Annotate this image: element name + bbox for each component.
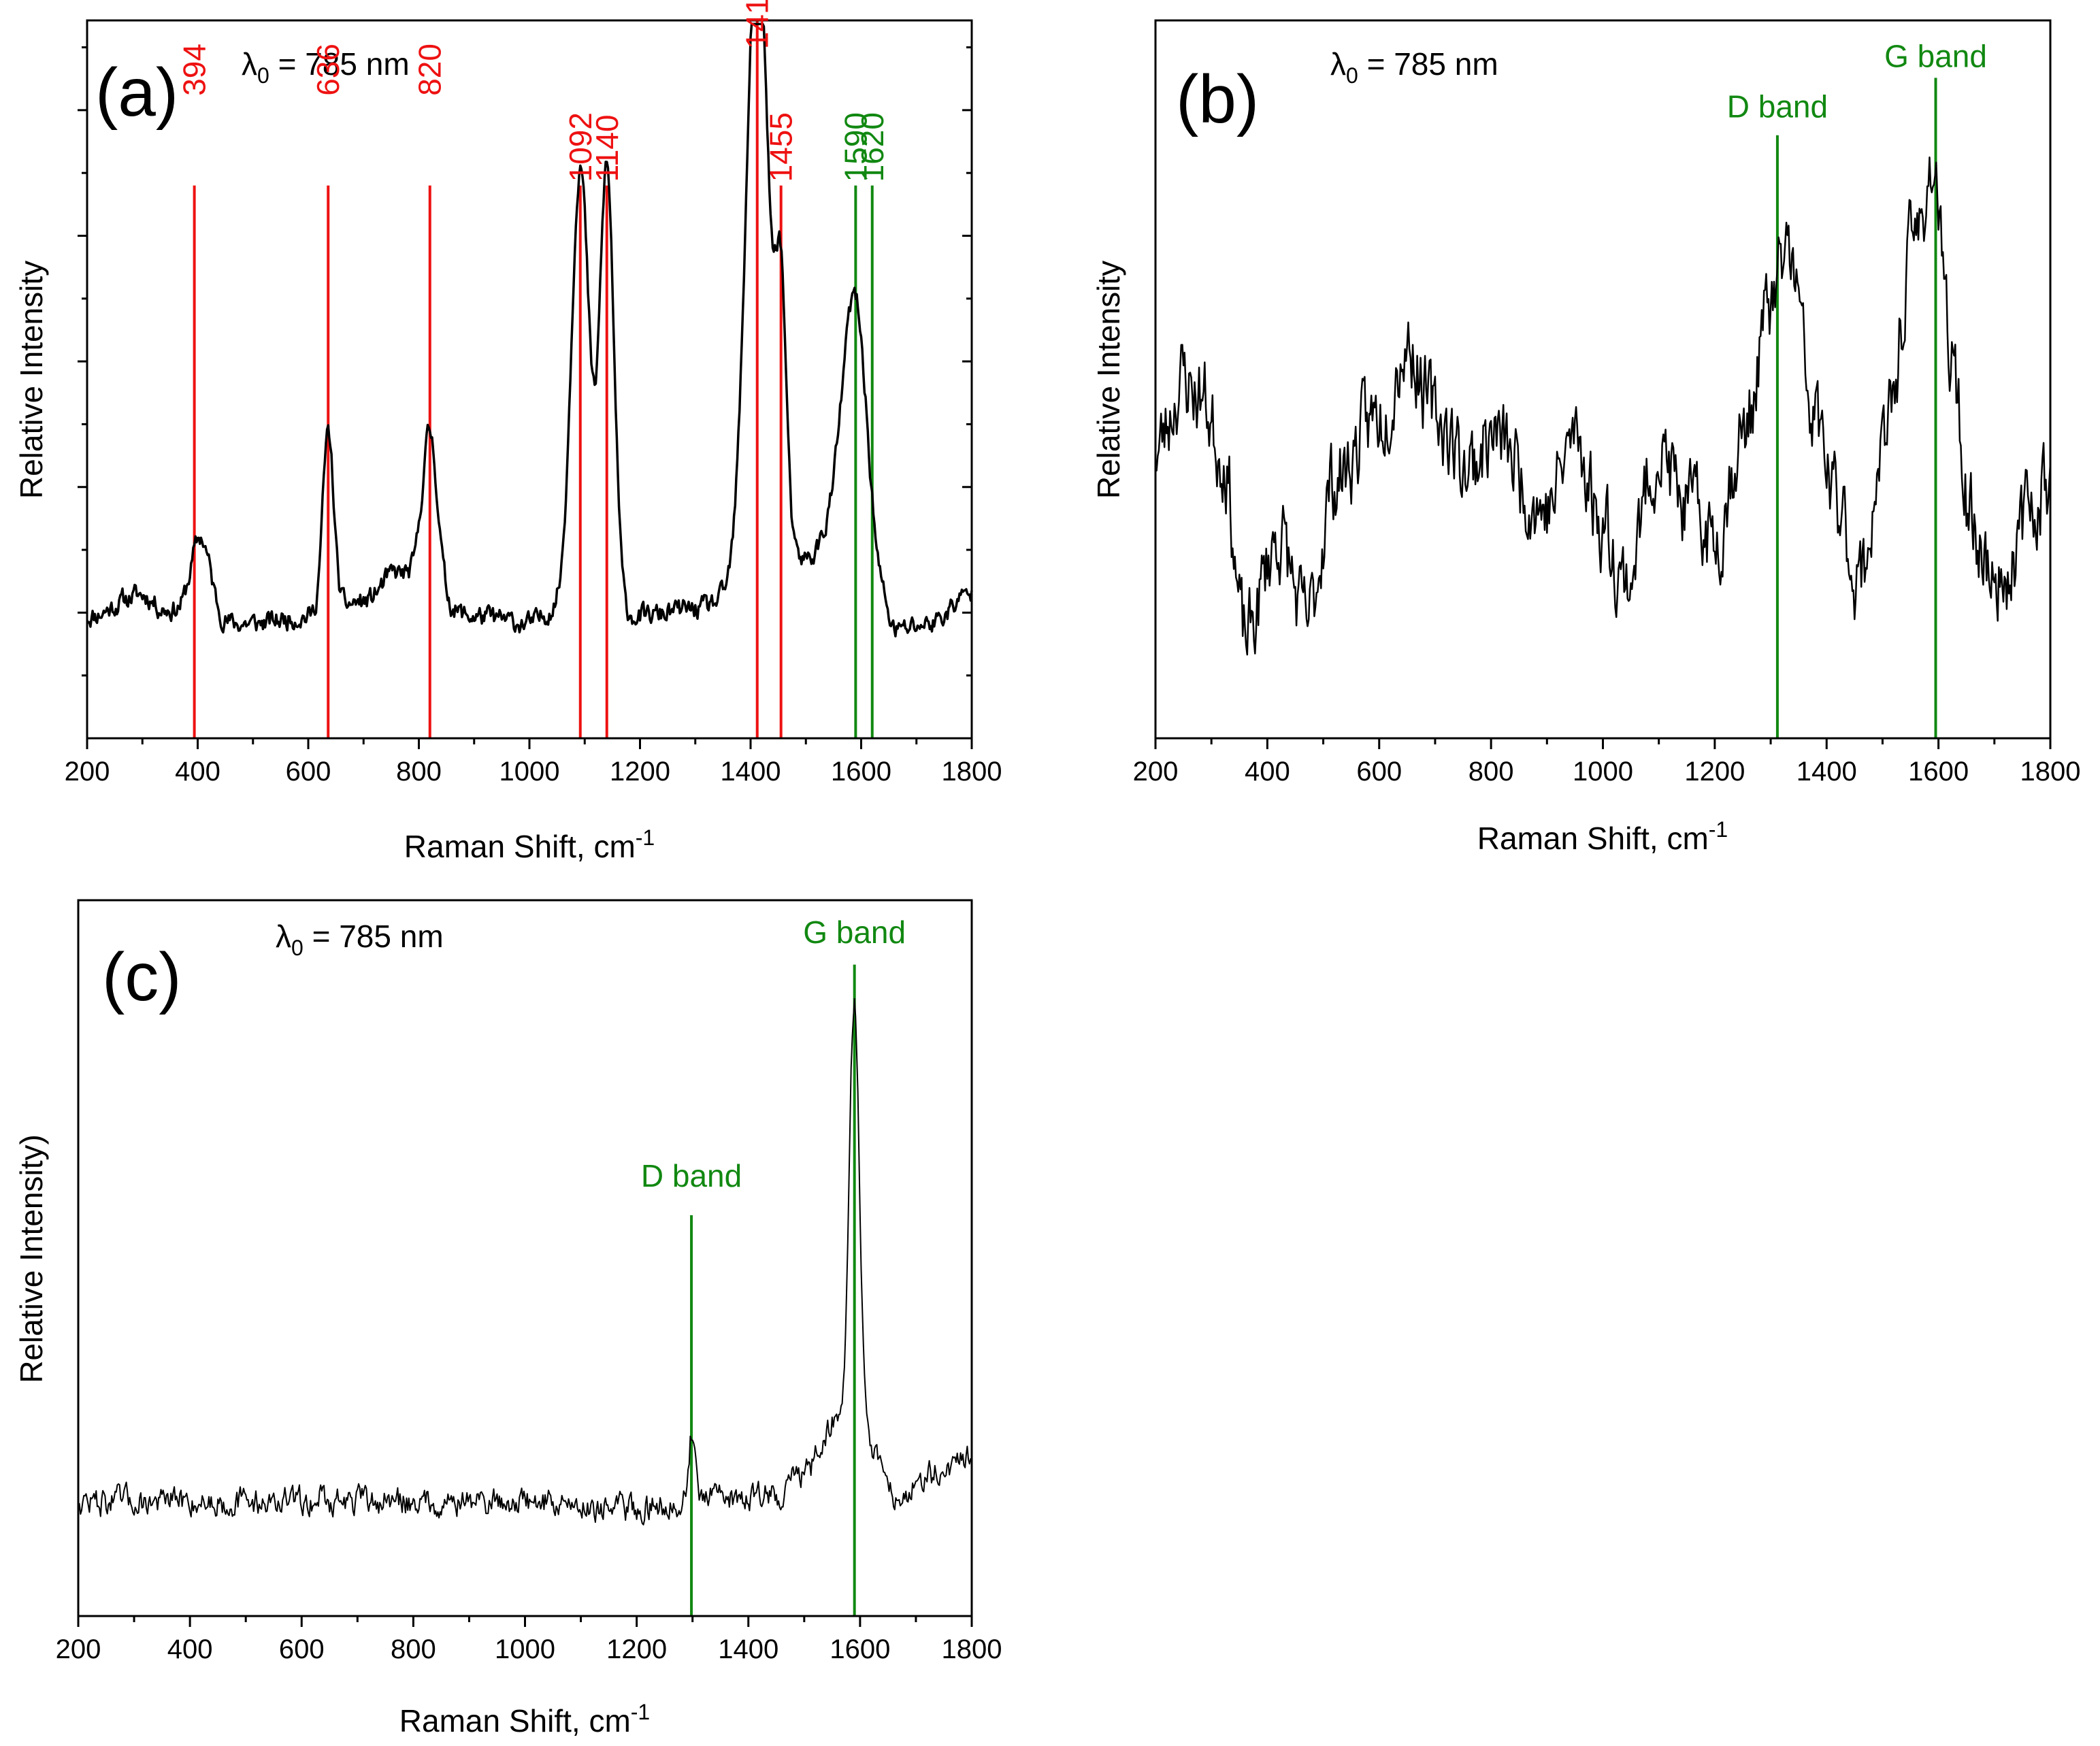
panel-c: 200 400 600 800 1000 1200 1400 1600 1800 (c) λ0 … — [14, 899, 1002, 1739]
x-tick-label: 1400 — [1797, 757, 1857, 787]
x-tick-label: 1200 — [1684, 757, 1745, 787]
spectrum-line-b — [1155, 157, 2052, 656]
marker-label: 1620 — [855, 112, 890, 182]
marker-label: 1140 — [589, 114, 625, 182]
marker-label: 820 — [412, 44, 448, 96]
spectrum-line-a — [86, 22, 973, 638]
x-tick-label: 400 — [167, 1634, 213, 1664]
x-tick-label: 1000 — [499, 757, 560, 787]
panel-a: 200 400 600 800 1000 1200 1400 1600 1800 (a) λ0 … — [14, 0, 1002, 864]
marker-label: D band — [641, 1158, 742, 1193]
x-tick-label: 400 — [175, 757, 220, 787]
excitation-label-c: λ0 = 785 nm — [276, 919, 444, 960]
x-tick-label: 800 — [391, 1634, 436, 1664]
x-axis-title-a: Raman Shift, cm-1 — [404, 825, 655, 864]
marker-label: 394 — [177, 44, 212, 96]
y-axis-title-c: Relative Intensity) — [14, 1134, 49, 1383]
panel-label-c: (c) — [102, 939, 182, 1015]
x-tick-label: 1800 — [942, 1634, 1002, 1664]
x-tick-label: 1200 — [606, 1634, 667, 1664]
x-tick-label: 200 — [56, 1634, 101, 1664]
panel-label-a: (a) — [95, 54, 178, 131]
y-axis-title-b: Relative Intensity — [1091, 261, 1126, 499]
marker-label: G band — [803, 915, 906, 950]
marker-label: 1455 — [764, 112, 799, 182]
marker-label: 636 — [310, 44, 346, 96]
x-tick-label: 800 — [1469, 757, 1514, 787]
x-tick-label: 1600 — [831, 757, 891, 787]
x-tick-label: 200 — [1133, 757, 1179, 787]
panel-b: 200 400 600 800 1000 1200 1400 1600 1800 (b) λ0 … — [1091, 19, 2081, 856]
x-tick-label: 600 — [1356, 757, 1402, 787]
x-tick-label: 200 — [65, 757, 110, 787]
x-tick-label: 1800 — [2020, 757, 2081, 787]
marker-label: 1590 — [838, 112, 873, 182]
x-tick-label: 1000 — [1573, 757, 1633, 787]
x-tick-label: 1400 — [721, 757, 781, 787]
excitation-label-b: λ0 = 785 nm — [1330, 46, 1498, 88]
marker-label: 1412 — [740, 0, 775, 49]
x-tick-label: 1600 — [1908, 757, 1969, 787]
x-tick-label: 1800 — [942, 757, 1002, 787]
x-tick-label: 1200 — [610, 757, 670, 787]
panel-label-b: (b) — [1176, 61, 1259, 137]
excitation-label-a: λ0 = 785 nm — [242, 46, 410, 88]
spectrum-line-c — [78, 998, 972, 1526]
x-tick-label: 1400 — [718, 1634, 778, 1664]
x-tick-label: 600 — [279, 1634, 325, 1664]
x-tick-label: 1000 — [495, 1634, 555, 1664]
marker-label: G band — [1884, 39, 1987, 74]
y-axis-title-a: Relative Intensity — [14, 261, 49, 499]
marker-label: D band — [1727, 88, 1828, 124]
x-axis-title-c: Raman Shift, cm-1 — [399, 1700, 650, 1739]
x-tick-label: 1600 — [830, 1634, 890, 1664]
x-tick-label: 600 — [286, 757, 331, 787]
marker-label: 1092 — [563, 112, 598, 182]
x-tick-label: 800 — [396, 757, 442, 787]
x-tick-label: 400 — [1245, 757, 1290, 787]
x-axis-title-b: Raman Shift, cm-1 — [1477, 817, 1728, 856]
